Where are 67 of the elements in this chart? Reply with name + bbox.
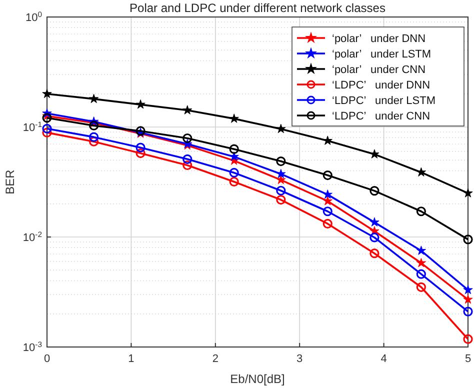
- point: [229, 144, 239, 154]
- point: [42, 124, 52, 134]
- point: [416, 246, 426, 255]
- legend-label: ‘polar’ under LSTM: [332, 48, 432, 60]
- point: [370, 232, 380, 242]
- point: [136, 142, 146, 152]
- point: [322, 170, 332, 180]
- point: [463, 306, 473, 316]
- point: [136, 99, 146, 109]
- point: [322, 218, 332, 229]
- x-tick-label: 1: [128, 353, 134, 365]
- point: [89, 120, 99, 130]
- x-tick-label: 4: [380, 353, 387, 365]
- point: [370, 186, 380, 196]
- point: [182, 160, 192, 170]
- point: [416, 206, 426, 216]
- point: [182, 105, 192, 114]
- y-tick-label: 10$^{0}$: [25, 10, 42, 24]
- point: [42, 113, 52, 123]
- point: [463, 188, 473, 198]
- point: [42, 88, 52, 98]
- point: [136, 148, 146, 158]
- point: [276, 124, 286, 134]
- point: [229, 152, 239, 161]
- point: [463, 334, 473, 344]
- point: [370, 248, 380, 258]
- point: [463, 294, 473, 304]
- point: [416, 258, 426, 268]
- point: [416, 282, 426, 292]
- legend-label: ‘LDPC’ under DNN: [332, 80, 430, 92]
- point: [229, 114, 239, 123]
- x-tick-label: 3: [296, 353, 303, 365]
- y-tick-label: 10$^{-2}$: [22, 230, 42, 244]
- point: [182, 154, 192, 164]
- legend-label: ‘LDPC’ under CNN: [332, 110, 430, 122]
- x-tick-label: 0: [44, 353, 50, 365]
- point: [463, 284, 473, 294]
- point: [89, 136, 99, 146]
- y-tick-label: 10$^{-3}$: [22, 340, 42, 354]
- legend-label: ‘polar’ under CNN: [332, 64, 426, 76]
- x-tick-label: 2: [212, 353, 218, 365]
- point: [276, 174, 286, 184]
- point: [463, 234, 473, 244]
- point: [416, 269, 426, 279]
- y-axis-title: BER: [3, 169, 17, 194]
- point: [322, 206, 332, 216]
- point: [88, 94, 99, 104]
- point: [276, 156, 286, 166]
- point: [322, 196, 332, 206]
- point: [276, 186, 286, 196]
- point: [370, 217, 380, 226]
- y-tick-label: 10$^{-1}$: [22, 120, 42, 134]
- point: [42, 128, 52, 138]
- point: [182, 133, 192, 144]
- legend-label: ‘polar’ under DNN: [332, 33, 426, 45]
- point: [89, 132, 99, 142]
- point: [229, 168, 239, 178]
- point: [276, 194, 286, 205]
- point: [276, 168, 286, 178]
- x-axis-title: Eb/N0[dB]: [230, 372, 285, 386]
- point: [416, 167, 426, 176]
- point: [229, 176, 239, 187]
- point: [322, 190, 332, 199]
- legend-label: ‘LDPC’ under LSTM: [332, 95, 436, 107]
- x-tick-label: 5: [464, 353, 472, 365]
- chart-title: Polar and LDPC under different network classes: [130, 1, 386, 15]
- point: [370, 149, 380, 158]
